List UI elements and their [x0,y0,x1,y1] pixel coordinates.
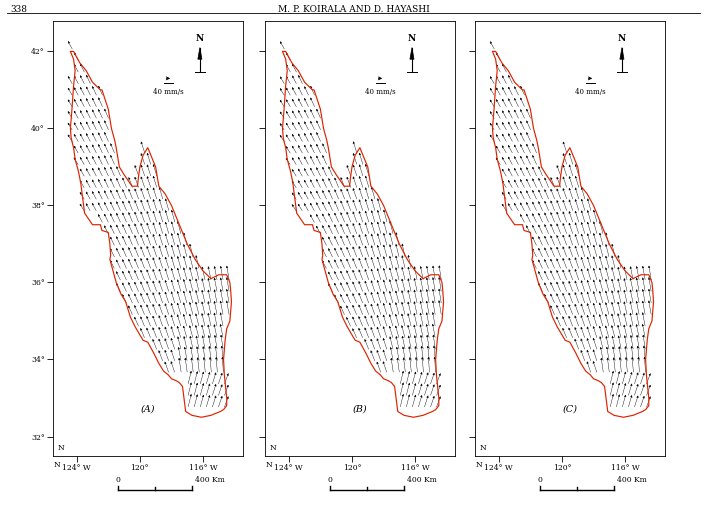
Text: N: N [53,461,60,469]
Text: (A): (A) [141,404,155,414]
Text: 338: 338 [11,5,28,14]
Text: M. P. KOIRALA AND D. HAYASHI: M. P. KOIRALA AND D. HAYASHI [278,5,429,14]
Text: 400 Km: 400 Km [617,476,647,484]
Text: 0: 0 [328,476,332,484]
Text: N: N [265,461,272,469]
Text: 0: 0 [538,476,542,484]
Text: 400 Km: 400 Km [407,476,437,484]
Text: 40 mm/s: 40 mm/s [575,88,606,96]
Text: N: N [196,34,204,43]
Text: 0: 0 [116,476,120,484]
Text: (B): (B) [353,404,367,414]
Polygon shape [620,47,624,59]
Text: 40 mm/s: 40 mm/s [365,88,396,96]
Text: 400 Km: 400 Km [195,476,225,484]
Text: N: N [618,34,626,43]
Text: N: N [480,444,486,452]
Polygon shape [198,47,202,59]
Text: N: N [58,444,64,452]
Text: N: N [408,34,416,43]
Polygon shape [410,47,414,59]
Text: (C): (C) [562,404,578,414]
Text: N: N [475,461,482,469]
Text: 40 mm/s: 40 mm/s [153,88,184,96]
Text: N: N [270,444,276,452]
